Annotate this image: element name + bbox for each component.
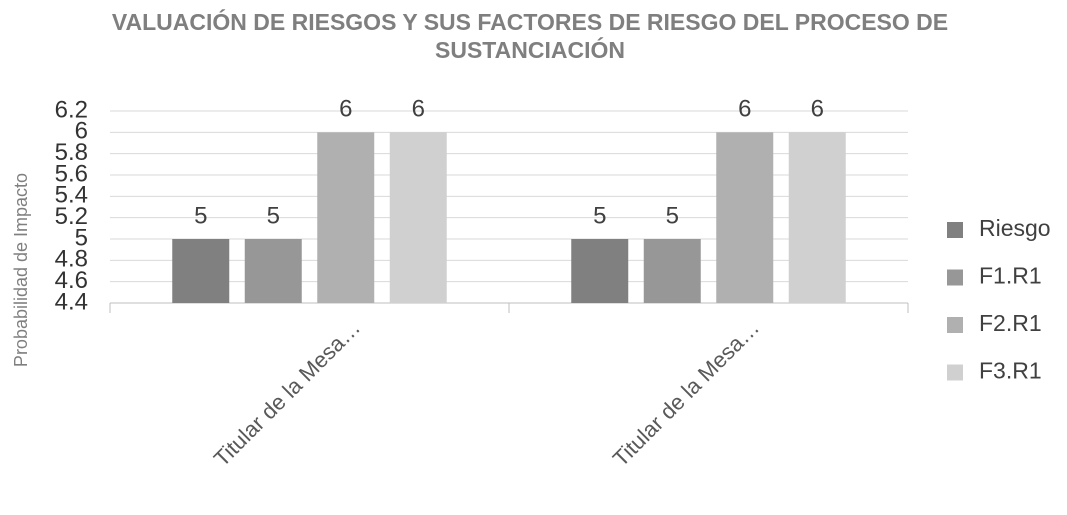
x-tick-label: Titular de la Mesa… [209,315,365,471]
y-tick-label: 5.6 [55,160,88,187]
bar [244,239,302,303]
y-tick-label: 5.2 [55,203,88,230]
chart-title: VALUACIÓN DE RIESGOS Y SUS FACTORES DE R… [111,9,949,63]
legend-label: F3.R1 [979,358,1042,384]
data-label: 6 [811,96,824,123]
data-label: 6 [339,96,352,123]
y-tick-label: 4.4 [55,288,88,315]
data-label: 6 [412,96,425,123]
y-tick-label: 4.6 [55,267,88,294]
y-axis-label: Probabilidad de Impacto [11,173,31,367]
y-tick-label: 4.8 [55,246,88,273]
data-label: 5 [194,202,207,229]
y-tick-label: 6.2 [55,96,88,123]
legend-label: F2.R1 [979,310,1042,336]
data-label: 5 [267,202,280,229]
y-tick-label: 5 [75,224,88,251]
bar [389,132,447,303]
y-tick-label: 5.8 [55,139,88,166]
bar [172,239,230,303]
legend-label: Riesgo [979,215,1051,241]
y-tick-label: 5.4 [55,182,88,209]
y-tick-label: 6 [75,118,88,145]
data-label: 5 [593,202,606,229]
data-label: 5 [666,202,679,229]
bar [788,132,846,303]
legend-label: F1.R1 [979,263,1042,289]
data-label: 6 [738,96,751,123]
legend-swatch [947,269,963,286]
bar [716,132,774,303]
legend-swatch [947,317,963,333]
legend-swatch [947,364,963,381]
bar [643,239,701,303]
legend-swatch [947,222,963,238]
x-tick-label: Titular de la Mesa… [608,315,764,471]
bar [317,132,375,303]
bar [571,239,629,303]
